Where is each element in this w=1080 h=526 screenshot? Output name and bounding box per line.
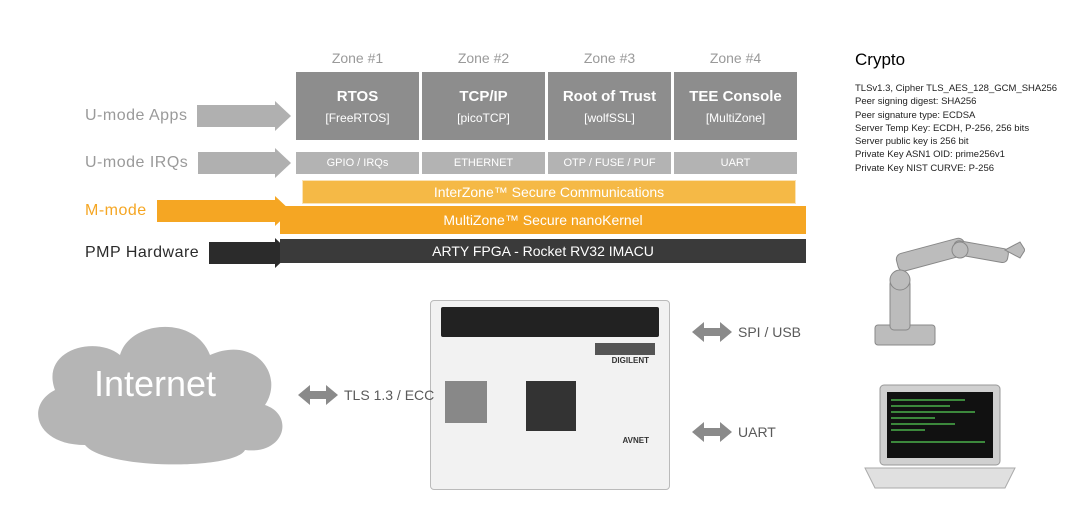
zone-subtitle: [wolfSSL] [548, 111, 671, 125]
zone-box-rtos: RTOS [FreeRTOS] [296, 72, 419, 140]
zone-header-2: Zone #2 [422, 50, 545, 66]
label-mmode: M-mode [85, 202, 147, 220]
arrow-label: TLS 1.3 / ECC [344, 387, 434, 403]
arty-fpga-board-image: DIGILENT AVNET [430, 300, 670, 490]
crypto-line: Peer signature type: ECDSA [855, 109, 1065, 122]
zone-title: TCP/IP [422, 88, 545, 105]
crypto-line: Server public key is 256 bit [855, 135, 1065, 148]
arrow-tls: TLS 1.3 / ECC [298, 383, 434, 407]
arrow-umode-apps [197, 105, 275, 127]
zone-box-tcpip: TCP/IP [picoTCP] [422, 72, 545, 140]
cloud-label: Internet [15, 363, 295, 405]
bar-nanokernel: MultiZone™ Secure nanoKernel [280, 206, 806, 234]
zone-title: RTOS [296, 88, 419, 105]
arrow-spi-usb: SPI / USB [692, 320, 801, 344]
zone-box-tee-console: TEE Console [MultiZone] [674, 72, 797, 140]
crypto-line: TLSv1.3, Cipher TLS_AES_128_GCM_SHA256 [855, 82, 1065, 95]
zone-sub-ethernet: ETHERNET [422, 152, 545, 174]
zone-subtitle: [FreeRTOS] [296, 111, 419, 125]
zone-title: Root of Trust [548, 88, 671, 105]
laptop-terminal-image [855, 380, 1025, 500]
crypto-line: Private Key NIST CURVE: P-256 [855, 162, 1065, 175]
arrow-uart: UART [692, 420, 776, 444]
double-arrow-icon [298, 383, 338, 407]
crypto-line: Peer signing digest: SHA256 [855, 95, 1065, 108]
arrow-label: SPI / USB [738, 324, 801, 340]
crypto-line: Private Key ASN1 OID: prime256v1 [855, 148, 1065, 161]
zone-subtitle: [MultiZone] [674, 111, 797, 125]
bar-interzone: InterZone™ Secure Communications [302, 180, 796, 204]
zone-subtitle: [picoTCP] [422, 111, 545, 125]
zone-sub-gpio: GPIO / IRQs [296, 152, 419, 174]
board-brand-avnet: AVNET [622, 436, 649, 445]
internet-cloud: Internet [15, 295, 295, 485]
zone-header-1: Zone #1 [296, 50, 419, 66]
crypto-panel: Crypto TLSv1.3, Cipher TLS_AES_128_GCM_S… [855, 50, 1065, 175]
zone-header-4: Zone #4 [674, 50, 797, 66]
zone-sub-uart: UART [674, 152, 797, 174]
zone-header-3: Zone #3 [548, 50, 671, 66]
zone-title: TEE Console [674, 88, 797, 105]
crypto-line: Server Temp Key: ECDH, P-256, 256 bits [855, 122, 1065, 135]
label-umode-apps: U-mode Apps [85, 107, 187, 125]
double-arrow-icon [692, 320, 732, 344]
arrow-pmp-hardware [209, 242, 275, 264]
board-brand-digilent: DIGILENT [612, 356, 649, 365]
label-pmp-hardware: PMP Hardware [85, 244, 199, 262]
arrow-label: UART [738, 424, 776, 440]
bar-fpga: ARTY FPGA - Rocket RV32 IMACU [280, 239, 806, 263]
crypto-heading: Crypto [855, 50, 1065, 70]
arrow-umode-irqs [198, 152, 275, 174]
double-arrow-icon [692, 420, 732, 444]
label-umode-irqs: U-mode IRQs [85, 154, 188, 172]
zone-box-root-of-trust: Root of Trust [wolfSSL] [548, 72, 671, 140]
robot-arm-image [855, 225, 1025, 355]
zone-sub-otp: OTP / FUSE / PUF [548, 152, 671, 174]
arrow-mmode [157, 200, 275, 222]
